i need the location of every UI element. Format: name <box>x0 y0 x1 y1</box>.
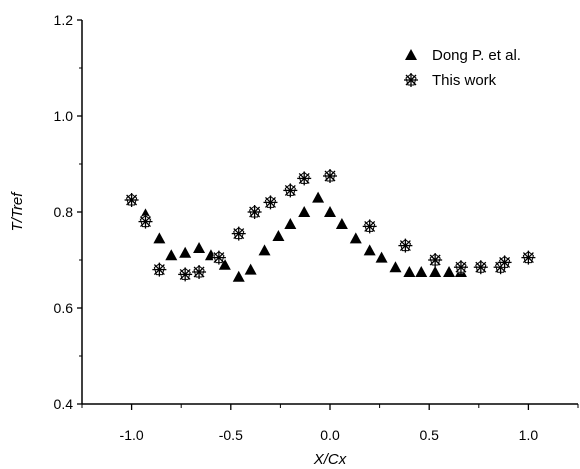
x-ticks: -1.0 -0.5 0.0 0.5 1.0 <box>81 404 579 443</box>
legend-label-this-work: This work <box>432 72 497 89</box>
this-work-point <box>296 170 312 187</box>
dong-point <box>312 191 325 203</box>
dong-point <box>284 218 297 229</box>
plot-area: 0.4 0.6 0.8 1.0 1.2 -1.0 -0.5 0.0 0.5 1.0 <box>54 12 579 443</box>
y-tick-label: 1.2 <box>54 12 74 28</box>
x-tick-label: 1.0 <box>519 427 539 443</box>
this-work-point <box>262 194 279 211</box>
y-axis-title: T/Tref <box>9 191 26 232</box>
this-work-point <box>397 237 414 254</box>
this-work-point <box>191 264 207 280</box>
this-work-point <box>137 213 154 230</box>
this-work-point <box>322 168 338 184</box>
this-work-point <box>427 252 443 268</box>
legend: Dong P. et al. This work <box>403 47 521 89</box>
dong-point <box>415 266 428 277</box>
dong-point <box>272 230 285 241</box>
dong-point <box>179 246 192 258</box>
this-work-point <box>362 218 378 235</box>
x-tick-label: -0.5 <box>219 427 243 443</box>
dong-point <box>324 206 336 217</box>
dong-point <box>232 270 245 282</box>
dong-point <box>153 232 166 244</box>
this-work-point <box>473 259 489 275</box>
series-layer <box>123 168 537 283</box>
this-work-point <box>123 192 140 208</box>
y-ticks: 0.4 0.6 0.8 1.0 1.2 <box>54 12 82 412</box>
dong-point <box>443 266 456 277</box>
dong-point <box>375 251 388 263</box>
y-tick-label: 0.4 <box>54 396 74 412</box>
y-tick-label: 1.0 <box>54 108 74 124</box>
legend-marker-dong <box>405 49 417 60</box>
this-work-point <box>520 249 537 266</box>
this-work-point <box>211 249 227 266</box>
dong-point <box>258 244 271 256</box>
legend-marker-this-work <box>403 72 419 88</box>
this-work-point <box>177 266 193 283</box>
this-work-point <box>231 225 247 242</box>
dong-point <box>193 242 206 253</box>
this-work-point <box>496 254 513 271</box>
x-tick-label: 0.0 <box>320 427 340 443</box>
dong-point <box>363 244 376 256</box>
this-work-point <box>151 261 168 278</box>
x-axis-title: X/Cx <box>313 451 347 468</box>
dong-point <box>389 261 402 273</box>
dong-point <box>403 266 416 277</box>
y-tick-label: 0.6 <box>54 300 74 316</box>
y-tick-label: 0.8 <box>54 204 74 220</box>
dong-point <box>349 232 362 244</box>
dong-point <box>244 263 257 275</box>
dong-point <box>298 206 311 217</box>
this-work-point <box>246 204 263 220</box>
this-work-point <box>453 259 469 275</box>
legend-label-dong: Dong P. et al. <box>432 47 521 64</box>
dong-point <box>335 218 348 229</box>
dong-point <box>429 266 442 277</box>
x-tick-label: 0.5 <box>419 427 439 443</box>
dong-point <box>165 249 178 261</box>
this-work-point <box>282 182 298 199</box>
x-tick-label: -1.0 <box>120 427 144 443</box>
